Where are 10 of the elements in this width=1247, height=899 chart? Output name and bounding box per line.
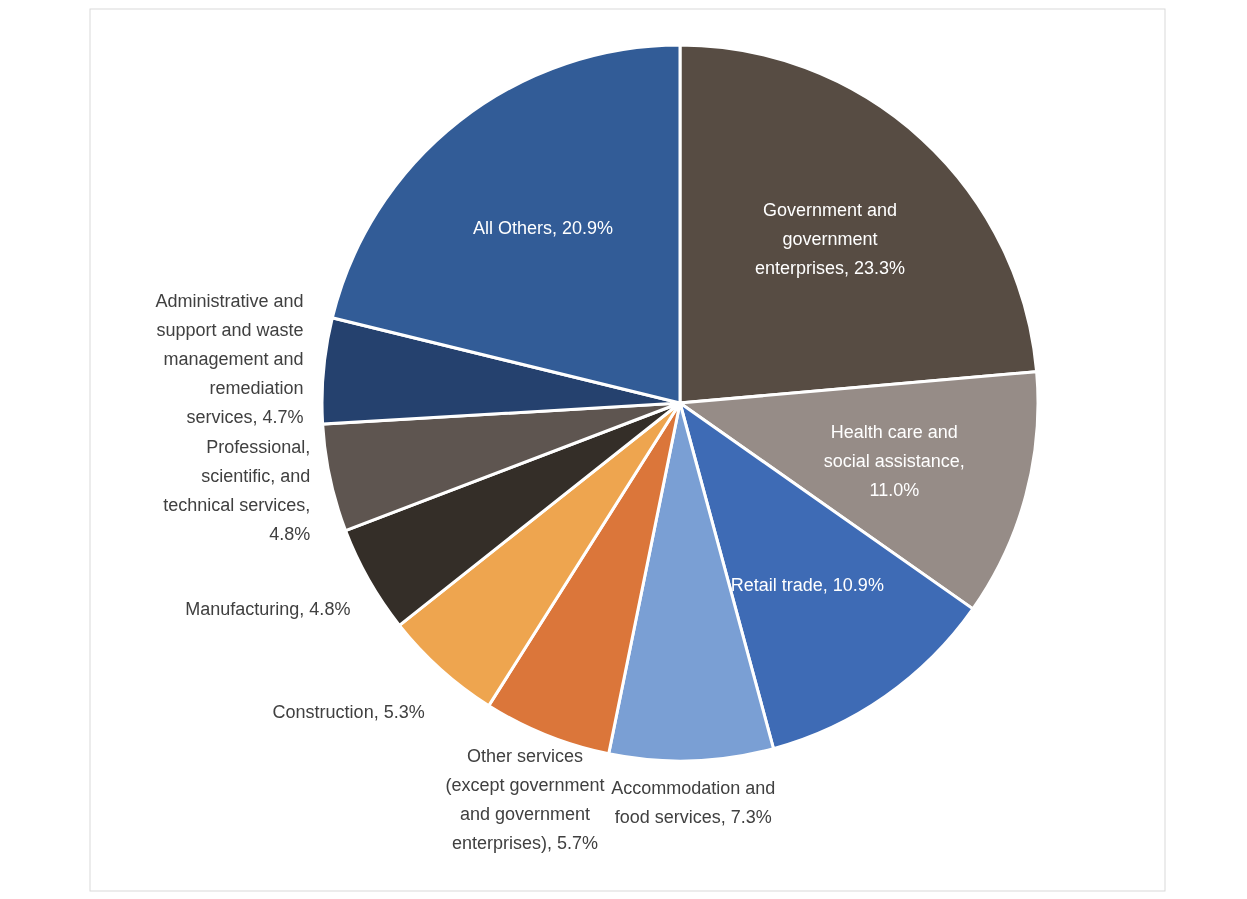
slice-label: Construction, 5.3% [272,702,425,723]
slice-label: Accommodation and food services, 7.3% [611,778,776,828]
slice-label: Government and government enterprises, 23.3% [754,200,905,279]
slice-label: Retail trade, 10.9% [730,574,884,595]
slice-label: Professional, scientific, and technical services, 4.8% [163,436,311,544]
slice-label: Other services (except government and government enterprises), 5.7% [445,745,605,853]
slice-label: Administrative and support and waste management and remediation services, 4.7% [155,290,304,427]
slice-label: Manufacturing, 4.8% [185,598,351,619]
slice-label: Health care and social assistance, 11.0% [823,421,965,500]
slice-label: All Others, 20.9% [472,218,614,239]
